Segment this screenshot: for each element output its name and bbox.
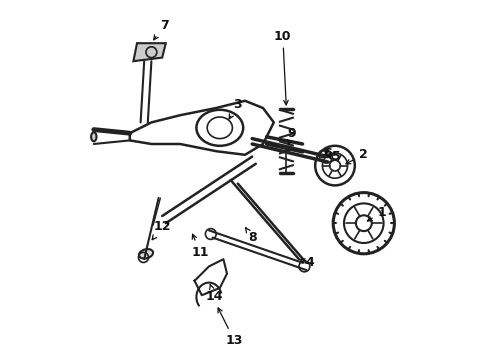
Text: 10: 10 bbox=[274, 30, 292, 105]
Text: 11: 11 bbox=[191, 234, 209, 258]
Text: 13: 13 bbox=[218, 308, 243, 347]
Text: 5: 5 bbox=[329, 150, 341, 163]
Polygon shape bbox=[133, 43, 166, 61]
Text: 3: 3 bbox=[229, 98, 242, 119]
Text: 4: 4 bbox=[300, 256, 314, 269]
Text: 2: 2 bbox=[346, 148, 368, 164]
Text: 7: 7 bbox=[154, 19, 169, 40]
Text: 12: 12 bbox=[152, 220, 171, 240]
Text: 14: 14 bbox=[206, 284, 223, 303]
Text: 1: 1 bbox=[368, 206, 386, 221]
Ellipse shape bbox=[91, 132, 97, 141]
Text: 6: 6 bbox=[323, 147, 332, 159]
Ellipse shape bbox=[139, 249, 153, 258]
Text: 9: 9 bbox=[288, 127, 296, 145]
Text: 8: 8 bbox=[245, 228, 256, 244]
